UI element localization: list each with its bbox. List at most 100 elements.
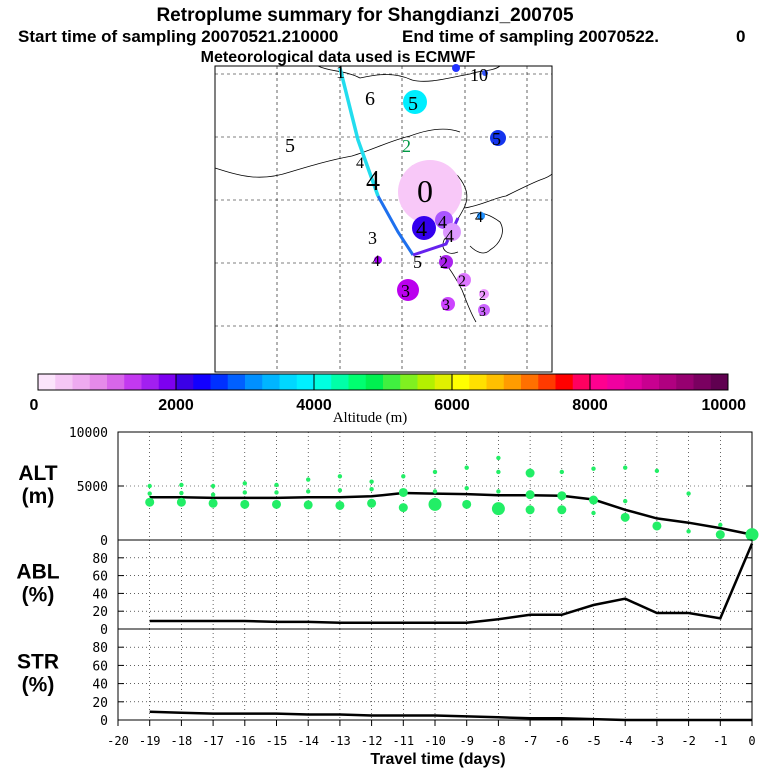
- panel-point-alt-13: [274, 490, 279, 495]
- x-tick-label-2: -18: [171, 734, 193, 748]
- colorbar-segment-38: [693, 374, 712, 390]
- cluster-label-4-azure: 4: [475, 209, 483, 226]
- colorbar-segment-16: [314, 374, 332, 390]
- cluster-label-4-lilac: 4: [445, 226, 454, 246]
- x-tick-label-9: -11: [392, 734, 414, 748]
- x-tick-label-1: -19: [139, 734, 161, 748]
- x-tick-label-6: -14: [297, 734, 319, 748]
- panel-alt: 10000 5000 0 ALT(m): [18, 426, 759, 549]
- x-tick-labels: -20 -19 -18 -17 -16 -15 -14 -13 -12 -11 -10 -9 -8 -7-…: [107, 720, 756, 748]
- panel-ytick-label-str-2: 40: [92, 678, 108, 693]
- coastline-peninsula: [463, 173, 553, 209]
- colorbar-tick-label-3: 6000: [434, 397, 470, 414]
- panel-point-alt-23: [369, 479, 374, 484]
- colorbar-segment-39: [710, 374, 729, 390]
- panel-point-alt-5: [179, 482, 184, 488]
- colorbar-segment-22: [417, 374, 436, 390]
- colorbar-segment-19: [365, 374, 384, 390]
- sampling-start-label: Start time of sampling 20070521.210000: [18, 27, 338, 46]
- cluster-circle-3-lilac: [478, 304, 490, 316]
- x-tick-label-8: -12: [361, 734, 383, 748]
- cluster-label-3-lilac: 3: [479, 305, 486, 320]
- panel-ytick-label-abl-4: 0: [100, 623, 108, 638]
- cluster-circle-0-outer: [398, 160, 462, 224]
- panel-ylabel-unit-abl: (%): [22, 584, 55, 607]
- panel-point-alt-51: [686, 529, 691, 534]
- panel-point-alt-1: [147, 491, 152, 496]
- panel-point-alt-4: [179, 490, 184, 496]
- panel-point-alt-12: [272, 499, 281, 509]
- panel-point-alt-15: [303, 500, 313, 510]
- panel-point-alt-24: [398, 503, 408, 513]
- panel-point-alt-7: [210, 492, 216, 497]
- colorbar-tick-label-0: 0: [30, 397, 39, 414]
- cluster-label-4-small: 4: [356, 155, 364, 172]
- colorbar-tick-label-2: 4000: [296, 397, 332, 414]
- sampling-end-label: End time of sampling 20070522.: [402, 27, 659, 46]
- panel-point-alt-14: [274, 482, 279, 488]
- figure-title: Retroplume summary for Shangdianzi_20070…: [156, 5, 574, 26]
- panel-line-abl: [149, 543, 754, 625]
- x-tick-label-11: -9: [459, 734, 473, 748]
- colorbar-segment-7: [158, 374, 177, 390]
- coastline-mid: [214, 128, 461, 178]
- panel-point-alt-27: [428, 497, 442, 511]
- colorbar-tick-label-1: 2000: [158, 397, 194, 414]
- colorbar-segment-35: [641, 374, 660, 390]
- sampling-end-value: 0: [736, 27, 745, 46]
- colorbar-segment-4: [107, 374, 125, 390]
- colorbar-segment-36: [659, 374, 677, 390]
- colorbar-segment-6: [141, 374, 160, 390]
- colorbar-segment-3: [89, 374, 108, 390]
- panel-line-alt: [149, 491, 753, 536]
- cluster-label-2-purple: 2: [440, 255, 448, 272]
- cluster-label-3-violet: 3: [442, 297, 450, 314]
- trajectory-map: 1 10 6 5 5 5 2 4 4 0 4 4 4 4 3 5 2 4 2 3…: [214, 62, 553, 373]
- panel-abl: 80 60 40 20 0 ABL(%): [16, 539, 754, 638]
- panel-point-alt-34: [496, 489, 501, 494]
- trajectory-line-blue: [376, 195, 415, 256]
- panel-point-alt-39: [525, 468, 535, 478]
- cluster-circle-2-purple: [439, 255, 453, 269]
- colorbar-segment-33: [607, 374, 625, 390]
- cluster-circle-10-blue: [482, 70, 488, 76]
- colorbar-segment-12: [245, 374, 263, 390]
- x-tick-label-5: -15: [266, 734, 288, 748]
- panel-point-alt-9: [240, 499, 250, 509]
- panel-point-alt-43: [591, 510, 596, 516]
- x-tick-label-13: -7: [523, 734, 537, 748]
- panel-point-alt-52: [686, 491, 691, 496]
- cluster-label-2-green: 2: [402, 136, 411, 156]
- colorbar-segment-29: [538, 374, 556, 390]
- cluster-label-5-origin: 5: [413, 252, 422, 272]
- colorbar-label: Altitude (m): [333, 410, 408, 426]
- x-tick-label-14: -6: [555, 734, 569, 748]
- colorbar-segment-23: [434, 374, 453, 390]
- panel-point-alt-38: [525, 490, 535, 500]
- panel-ytick-label-abl-0: 80: [92, 552, 108, 567]
- panel-frame-str: [117, 628, 753, 721]
- panel-point-alt-16: [306, 489, 311, 494]
- time-series-panels: 1000050000ALT(m)806040200ABL(%)806040200…: [16, 426, 759, 729]
- panel-point-alt-3: [176, 497, 186, 507]
- panel-point-alt-19: [337, 488, 343, 493]
- colorbar-segment-32: [590, 374, 608, 390]
- panel-point-alt-45: [591, 466, 596, 471]
- panel-point-alt-54: [718, 522, 723, 528]
- cluster-circle-5-blue: [490, 130, 506, 146]
- panel-point-alt-20: [337, 474, 343, 479]
- cluster-label-0: 0: [417, 173, 433, 209]
- colorbar-segment-0: [38, 374, 56, 390]
- x-tick-label-15: -5: [586, 734, 600, 748]
- panel-point-alt-33: [491, 502, 505, 516]
- panel-point-alt-42: [559, 469, 564, 475]
- panel-ylabel-unit-alt: (m): [22, 485, 55, 508]
- altitude-colorbar: 0 2000 4000 6000 8000 10000 Altitude (m): [30, 373, 746, 426]
- panel-point-alt-11: [242, 481, 247, 486]
- coastlines: [214, 65, 553, 323]
- cluster-markers: 1 10 6 5 5 5 2 4 4 0 4 4 4 4 3 5 2 4 2 3…: [285, 62, 506, 320]
- cluster-label-2-light: 2: [479, 289, 486, 304]
- x-tick-label-0: -20: [107, 734, 129, 748]
- panel-ylabel-abl: ABL: [16, 561, 59, 584]
